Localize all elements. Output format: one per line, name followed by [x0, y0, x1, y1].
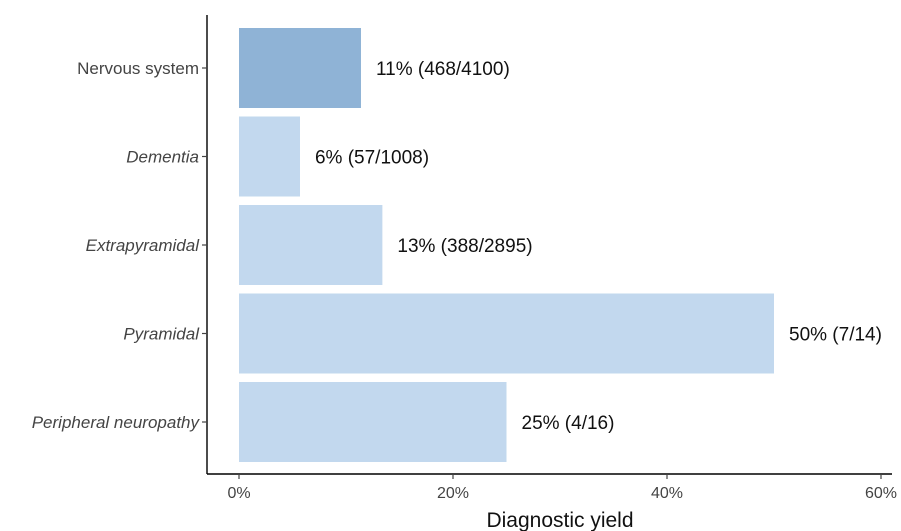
bars [239, 28, 774, 462]
bar [239, 28, 361, 108]
y-tick-label: Peripheral neuropathy [32, 413, 201, 432]
y-tick-label: Dementia [126, 148, 199, 167]
x-tick-label: 20% [437, 485, 469, 502]
y-tick-label: Pyramidal [123, 325, 200, 344]
bar [239, 293, 774, 374]
data-label: 13% (388/2895) [397, 236, 532, 257]
x-axis-title: Diagnostic yield [486, 509, 633, 531]
x-axis-ticks: 0% 20% 40% 60% [227, 474, 897, 502]
y-axis-ticks: Nervous system Dementia Extrapyramidal Pyra… [32, 59, 207, 432]
y-tick-label: Nervous system [77, 59, 199, 78]
data-label: 6% (57/1008) [315, 148, 429, 169]
data-label: 25% (4/16) [522, 413, 615, 434]
bar [239, 205, 383, 285]
data-label: 50% (7/14) [789, 325, 882, 346]
bar [239, 116, 300, 197]
data-label: 11% (468/4100) [376, 59, 510, 80]
bar [239, 382, 507, 462]
x-tick-label: 60% [865, 485, 897, 502]
data-labels: 11% (468/4100) 6% (57/1008) 13% (388/2895)… [315, 59, 882, 434]
x-tick-label: 40% [651, 485, 683, 502]
x-tick-label: 0% [227, 485, 250, 502]
y-tick-label: Extrapyramidal [86, 236, 201, 255]
